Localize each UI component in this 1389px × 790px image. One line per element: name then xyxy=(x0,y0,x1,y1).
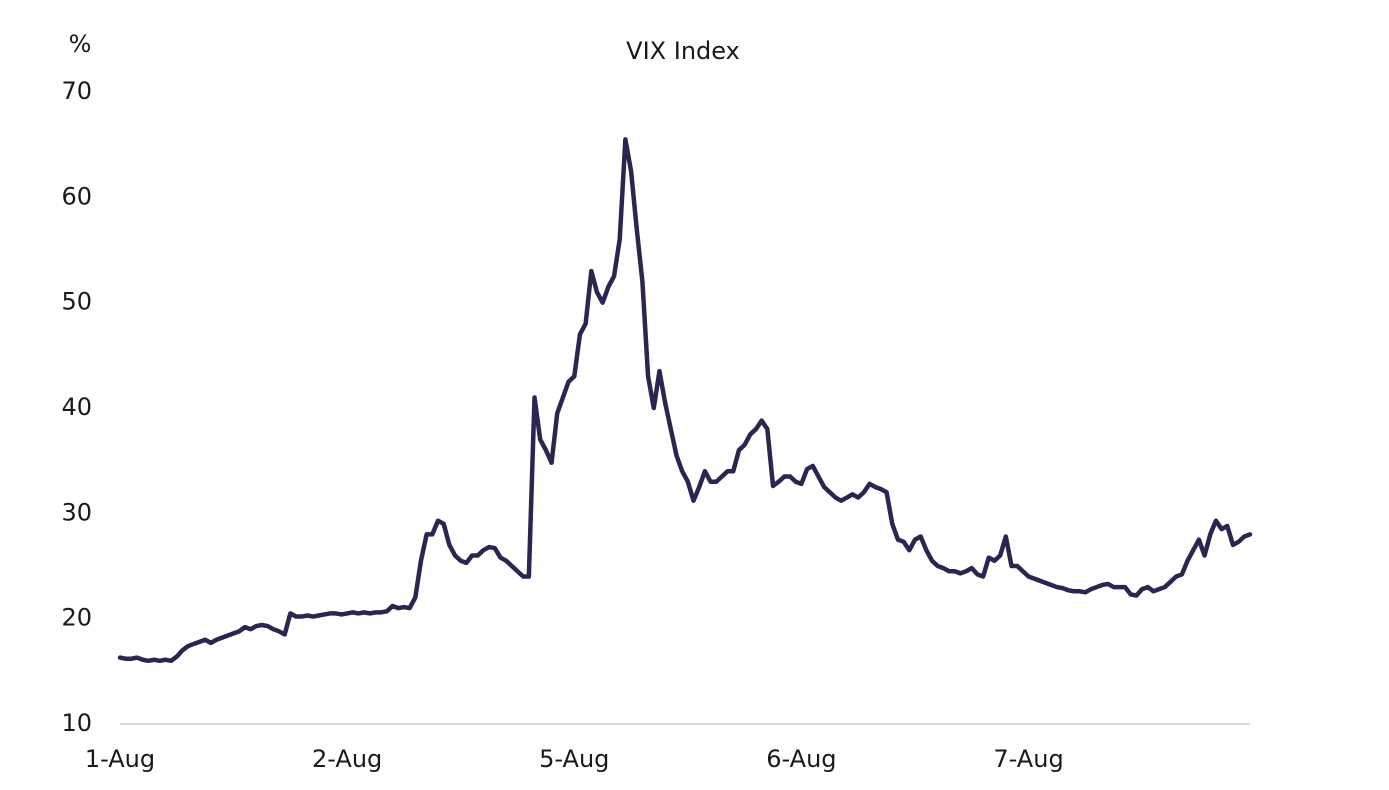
x-tick-label: 5-Aug xyxy=(539,745,609,773)
x-tick-label: 2-Aug xyxy=(312,745,382,773)
x-tick-label: 1-Aug xyxy=(85,745,155,773)
y-tick-label: 50 xyxy=(61,288,92,316)
x-tick-label: 6-Aug xyxy=(766,745,836,773)
x-tick-label: 7-Aug xyxy=(993,745,1063,773)
y-tick-label: 70 xyxy=(61,77,92,105)
y-tick-label: 60 xyxy=(61,182,92,210)
y-tick-label: 30 xyxy=(61,498,92,526)
y-tick-label: 20 xyxy=(61,604,92,632)
line xyxy=(117,137,1253,664)
chart-title: VIX Index xyxy=(626,37,740,65)
y-axis-label: % xyxy=(69,30,92,58)
y-tick-label: 10 xyxy=(61,709,92,737)
y-tick-label: 40 xyxy=(61,393,92,421)
